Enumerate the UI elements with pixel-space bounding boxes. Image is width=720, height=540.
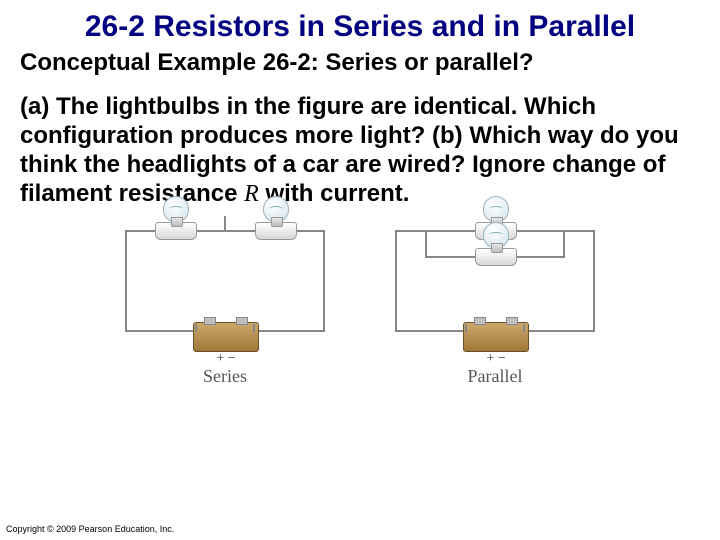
wire	[125, 230, 127, 330]
copyright-notice: Copyright © 2009 Pearson Education, Inc.	[6, 524, 174, 534]
series-circuit: + −	[115, 200, 335, 360]
wire	[525, 330, 595, 332]
body-paragraph: (a) The lightbulbs in the figure are ide…	[0, 77, 720, 208]
lightbulb-icon	[263, 196, 289, 222]
parallel-diagram: + − Parallel	[385, 200, 605, 387]
wire	[425, 230, 427, 258]
battery-signs: + −	[194, 351, 258, 367]
wire	[323, 230, 325, 330]
wire	[255, 330, 325, 332]
wire	[253, 324, 255, 332]
wire	[523, 324, 525, 332]
battery-terminal-plus	[204, 317, 216, 325]
page-title: 26-2 Resistors in Series and in Parallel	[0, 0, 720, 45]
lightbulb-icon	[483, 222, 509, 248]
parallel-label: Parallel	[468, 366, 523, 387]
lightbulb-icon	[483, 196, 509, 222]
battery-icon: + −	[463, 322, 529, 352]
wire	[125, 330, 195, 332]
battery-terminal-minus	[506, 317, 518, 325]
parallel-circuit: + −	[385, 200, 605, 360]
battery-signs: + −	[464, 351, 528, 367]
lightbulb-icon	[163, 196, 189, 222]
series-label: Series	[203, 366, 247, 387]
wire	[224, 216, 226, 232]
wire	[563, 230, 565, 258]
wire	[195, 324, 197, 332]
battery-terminal-plus	[474, 317, 486, 325]
battery-icon: + −	[193, 322, 259, 352]
battery-terminal-minus	[236, 317, 248, 325]
series-diagram: + − Series	[115, 200, 335, 387]
figure-area: + − Series	[0, 200, 720, 387]
wire	[395, 330, 465, 332]
wire	[593, 230, 595, 330]
example-subtitle: Conceptual Example 26-2: Series or paral…	[0, 45, 720, 78]
wire	[395, 230, 397, 330]
wire	[465, 324, 467, 332]
